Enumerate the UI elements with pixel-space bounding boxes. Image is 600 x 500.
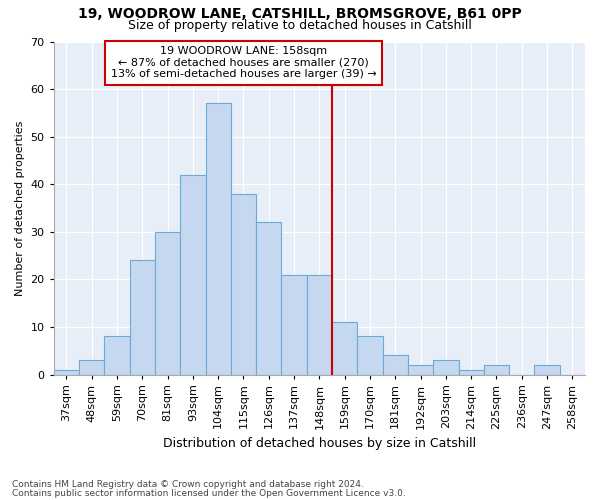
Bar xyxy=(332,322,358,374)
Bar xyxy=(458,370,484,374)
Y-axis label: Number of detached properties: Number of detached properties xyxy=(15,120,25,296)
Bar xyxy=(155,232,180,374)
Text: Contains HM Land Registry data © Crown copyright and database right 2024.: Contains HM Land Registry data © Crown c… xyxy=(12,480,364,489)
Bar xyxy=(256,222,281,374)
Bar xyxy=(408,365,433,374)
Text: 19 WOODROW LANE: 158sqm
← 87% of detached houses are smaller (270)
13% of semi-d: 19 WOODROW LANE: 158sqm ← 87% of detache… xyxy=(110,46,376,80)
Bar xyxy=(535,365,560,374)
Bar xyxy=(130,260,155,374)
Bar xyxy=(104,336,130,374)
Bar xyxy=(231,194,256,374)
Bar xyxy=(180,174,206,374)
Text: Contains public sector information licensed under the Open Government Licence v3: Contains public sector information licen… xyxy=(12,489,406,498)
Bar xyxy=(484,365,509,374)
Bar xyxy=(307,274,332,374)
Bar xyxy=(206,104,231,374)
Bar xyxy=(358,336,383,374)
Text: 19, WOODROW LANE, CATSHILL, BROMSGROVE, B61 0PP: 19, WOODROW LANE, CATSHILL, BROMSGROVE, … xyxy=(78,8,522,22)
Bar xyxy=(79,360,104,374)
Bar xyxy=(281,274,307,374)
Text: Size of property relative to detached houses in Catshill: Size of property relative to detached ho… xyxy=(128,19,472,32)
Bar xyxy=(383,356,408,374)
Bar xyxy=(433,360,458,374)
X-axis label: Distribution of detached houses by size in Catshill: Distribution of detached houses by size … xyxy=(163,437,476,450)
Bar xyxy=(54,370,79,374)
